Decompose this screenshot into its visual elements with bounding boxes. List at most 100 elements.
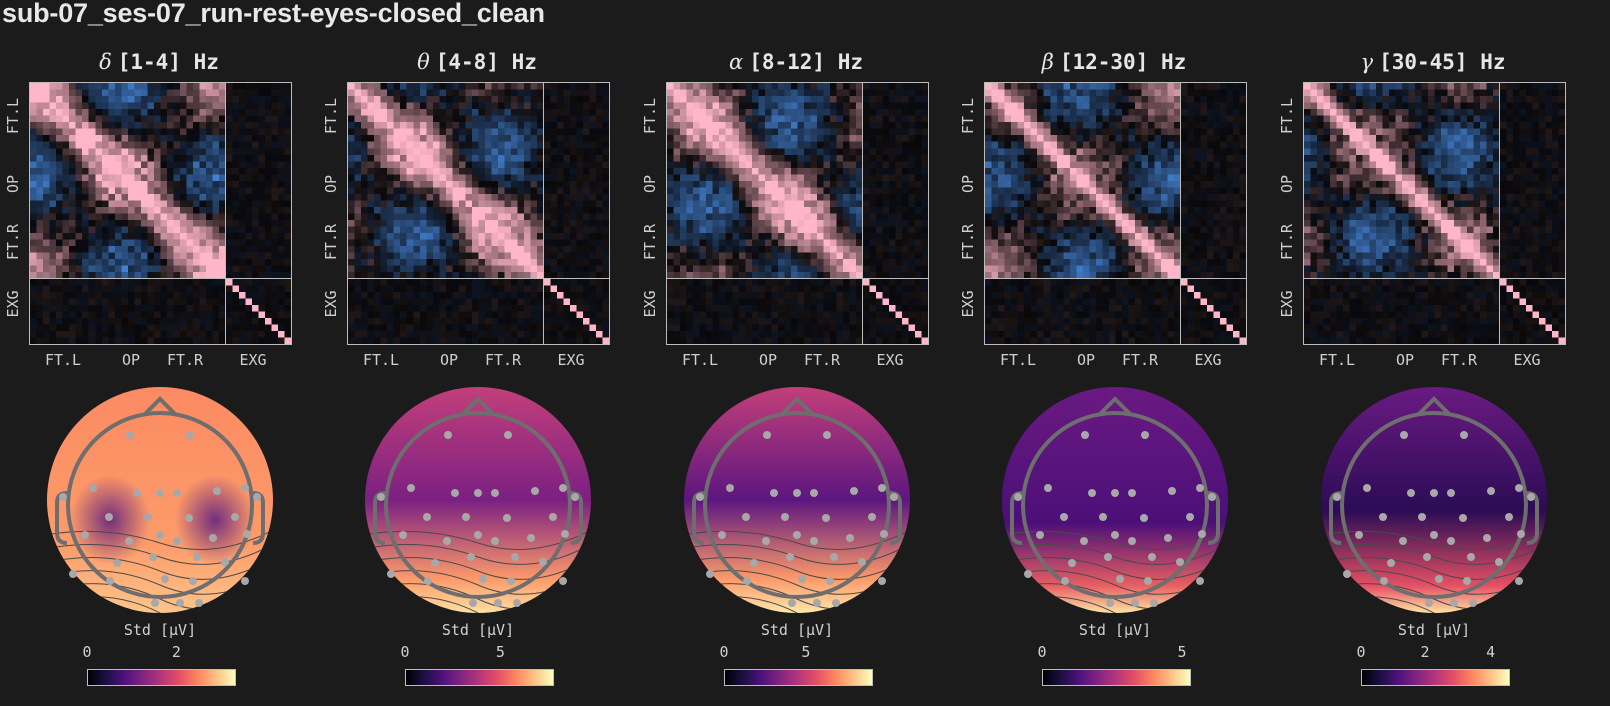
topomap [1002, 387, 1228, 613]
colorbar-label: Std [μV] [1078, 621, 1152, 639]
topomap-surface [1321, 387, 1547, 613]
ytick-label: EXG [1278, 290, 1296, 318]
band-range: [8-12] Hz [749, 50, 863, 74]
colorbar [1361, 669, 1510, 686]
xtick-label: EXG [557, 351, 585, 369]
topomap [684, 387, 910, 613]
colorbar [87, 669, 236, 686]
colorbar-tick: 0 [82, 643, 92, 661]
xtick-label: FT.R [484, 351, 522, 369]
band-range: [4-8] Hz [435, 50, 537, 74]
block-separator-vertical [543, 83, 544, 344]
ytick-label: FT.L [4, 97, 22, 135]
colorbar-tick: 2 [171, 643, 181, 661]
connectivity-matrix [984, 82, 1247, 345]
xtick-label: OP [1395, 351, 1415, 369]
xtick-label: FT.R [803, 351, 841, 369]
colorbar-tick: 0 [1356, 643, 1366, 661]
ytick-label: FT.L [959, 97, 977, 135]
xtick-label: EXG [239, 351, 267, 369]
ytick-label: EXG [959, 290, 977, 318]
ytick-label: FT.R [322, 223, 340, 261]
ytick-label: FT.R [4, 223, 22, 261]
xtick-label: FT.L [1318, 351, 1356, 369]
block-separator-vertical [1180, 83, 1181, 344]
xtick-label: OP [758, 351, 778, 369]
block-separator-horizontal [30, 278, 291, 279]
topomap [47, 387, 273, 613]
colorbar [405, 669, 554, 686]
matrix-canvas [30, 83, 291, 344]
colorbar-label: Std [μV] [1397, 621, 1471, 639]
band-range: [30-45] Hz [1379, 50, 1506, 74]
block-separator-vertical [1499, 83, 1500, 344]
band-symbol: α [729, 50, 744, 74]
topomap-surface [365, 387, 591, 613]
colorbar-tick: 5 [801, 643, 811, 661]
ytick-label: EXG [641, 290, 659, 318]
matrix-canvas [348, 83, 609, 344]
connectivity-matrix [29, 82, 292, 345]
band-range: [12-30] Hz [1059, 50, 1187, 74]
xtick-label: FT.R [1121, 351, 1159, 369]
xtick-label: EXG [1194, 351, 1222, 369]
band-panel: α [8-12] Hz FT.L OP FT.R EXG FT.L OP FT.R… [637, 0, 955, 706]
colorbar-label: Std [μV] [123, 621, 197, 639]
block-separator-vertical [225, 83, 226, 344]
band-panel: β [12-30] Hz FT.L OP FT.R EXG FT.L OP FT.… [955, 0, 1273, 706]
ytick-label: FT.R [959, 223, 977, 261]
topomap [365, 387, 591, 613]
ytick-label: EXG [322, 290, 340, 318]
band-panel: γ [30-45] Hz FT.L OP FT.R EXG FT.L OP FT.… [1274, 0, 1592, 706]
band-range: [1-4] Hz [117, 50, 219, 74]
band-symbol: δ [99, 50, 112, 74]
ytick-label: OP [641, 174, 659, 194]
band-title: β [12-30] Hz [955, 50, 1273, 74]
band-panel: δ [1-4] Hz FT.L OP FT.R EXG FT.L OP FT.R … [0, 0, 318, 706]
colorbar-tick: 5 [495, 643, 505, 661]
ytick-label: EXG [4, 290, 22, 318]
xtick-label: FT.L [362, 351, 400, 369]
connectivity-matrix [666, 82, 929, 345]
xtick-label: FT.R [1440, 351, 1478, 369]
block-separator-horizontal [667, 278, 928, 279]
topomap [1321, 387, 1547, 613]
xtick-label: EXG [876, 351, 904, 369]
topomap-surface [684, 387, 910, 613]
colorbar [724, 669, 873, 686]
band-title: θ [4-8] Hz [318, 50, 636, 74]
ytick-label: OP [959, 174, 977, 194]
matrix-canvas [1304, 83, 1565, 344]
colorbar-tick: 0 [1037, 643, 1047, 661]
ytick-label: FT.L [641, 97, 659, 135]
xtick-label: FT.L [681, 351, 719, 369]
colorbar-label: Std [μV] [441, 621, 515, 639]
colorbar-tick: 0 [400, 643, 410, 661]
block-separator-horizontal [348, 278, 609, 279]
colorbar [1042, 669, 1191, 686]
colorbar-tick: 5 [1177, 643, 1187, 661]
band-title: δ [1-4] Hz [0, 50, 318, 74]
xtick-label: FT.L [999, 351, 1037, 369]
matrix-canvas [985, 83, 1246, 344]
colorbar-tick: 2 [1420, 643, 1430, 661]
ytick-label: FT.L [322, 97, 340, 135]
band-title: γ [30-45] Hz [1274, 50, 1592, 74]
ytick-label: FT.R [1278, 223, 1296, 261]
xtick-label: EXG [1513, 351, 1541, 369]
topomap-surface [1002, 387, 1228, 613]
colorbar-tick: 0 [719, 643, 729, 661]
block-separator-horizontal [1304, 278, 1565, 279]
connectivity-matrix [347, 82, 610, 345]
matrix-canvas [667, 83, 928, 344]
band-symbol: θ [417, 50, 430, 74]
ytick-label: FT.L [1278, 97, 1296, 135]
figure-title: sub-07_ses-07_run-rest-eyes-closed_clean [2, 0, 545, 28]
ytick-label: OP [4, 174, 22, 194]
band-symbol: β [1041, 50, 1054, 74]
ytick-label: FT.R [641, 223, 659, 261]
xtick-label: OP [1076, 351, 1096, 369]
xtick-label: FT.L [44, 351, 82, 369]
band-symbol: γ [1360, 50, 1374, 74]
xtick-label: FT.R [166, 351, 204, 369]
